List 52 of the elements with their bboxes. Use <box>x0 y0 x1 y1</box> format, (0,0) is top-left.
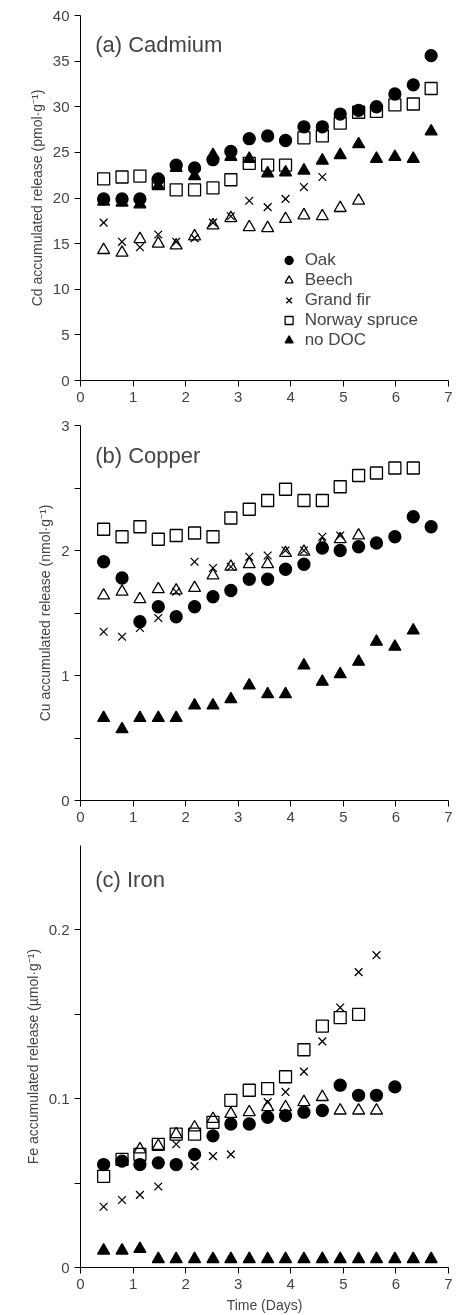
x-tick-label: 1 <box>128 387 138 405</box>
y-tick-label: 0 <box>61 371 70 389</box>
x-tick-label: 2 <box>181 1274 190 1292</box>
x-tick-label: 2 <box>181 387 190 405</box>
y-tick-label: 25 <box>52 143 70 161</box>
x-tick-label: 4 <box>286 1274 295 1292</box>
x-tick-label: 5 <box>339 807 348 825</box>
x-tick-label: 0 <box>76 387 85 405</box>
x-tick-label: 7 <box>444 387 453 405</box>
x-tick-label: 7 <box>444 807 453 825</box>
x-tick-label: 2 <box>181 807 190 825</box>
y-tick-label: 0.2 <box>48 920 70 938</box>
x-tick-label: 5 <box>339 1274 348 1292</box>
y-axis-title: Cd accumulated release (pmol·g⁻¹) <box>28 89 45 307</box>
y-tick-label: 35 <box>52 52 70 70</box>
x-axis-title: Time (Days) <box>226 1296 303 1313</box>
x-tick-label: 3 <box>234 1274 243 1292</box>
x-tick-label: 7 <box>444 1274 453 1292</box>
y-tick-label: 2 <box>61 541 70 559</box>
x-tick-label: 1 <box>128 1274 138 1292</box>
x-tick-label: 4 <box>286 387 295 405</box>
y-axis-title: Fe accumulated release (µmol·g⁻¹) <box>24 948 41 1165</box>
y-tick-label: 0 <box>61 791 70 809</box>
y-tick-label: 20 <box>52 189 70 206</box>
x-tick-label: 6 <box>391 387 401 405</box>
y-tick-label: 5 <box>61 325 70 343</box>
legend-label: Beech <box>304 270 353 290</box>
text: (a) Cadmium <box>95 32 223 58</box>
x-tick-label: 3 <box>234 387 243 405</box>
legend-label: Norway spruce <box>304 310 418 330</box>
y-tick-label: 15 <box>52 234 70 252</box>
y-tick-label: 0 <box>61 1258 70 1276</box>
x-tick-label: 0 <box>76 1274 85 1292</box>
text: (c) Iron <box>95 866 165 892</box>
y-tick-label: 30 <box>52 97 70 115</box>
y-tick-label: 10 <box>52 280 70 298</box>
x-tick-label: 0 <box>76 807 85 825</box>
y-tick-label: 1 <box>61 666 70 684</box>
x-tick-label: 5 <box>339 387 348 405</box>
x-tick-label: 3 <box>234 807 243 825</box>
y-axis-title: Cu accumulated release (nmol·g⁻¹) <box>37 504 54 722</box>
y-tick-label: 3 <box>61 416 70 434</box>
y-tick-label: 0.1 <box>48 1089 70 1107</box>
x-tick-label: 4 <box>286 807 295 825</box>
legend-label: Oak <box>304 250 336 270</box>
x-tick-label: 1 <box>128 807 138 825</box>
x-tick-label: 6 <box>391 1274 401 1292</box>
y-tick-label: 40 <box>52 6 70 24</box>
x-tick-label: 6 <box>391 807 401 825</box>
legend-label: no DOC <box>304 330 367 350</box>
text: (b) Copper <box>95 443 201 468</box>
legend-label: Grand fir <box>304 290 371 310</box>
